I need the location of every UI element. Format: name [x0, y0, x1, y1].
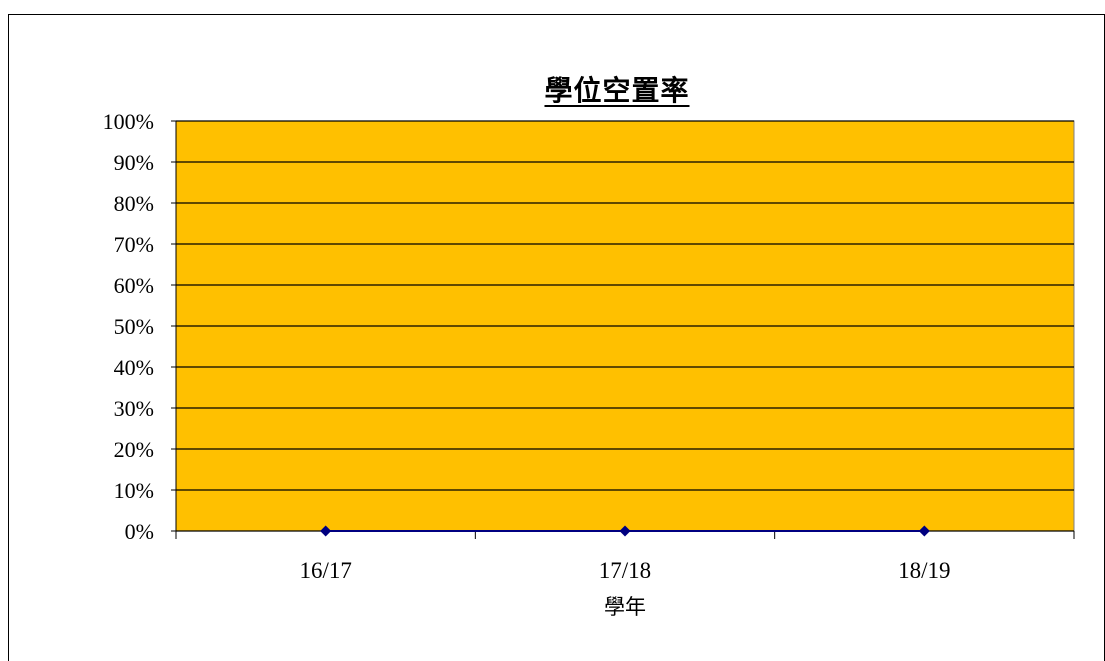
y-tick-label: 70%	[114, 232, 154, 257]
x-axis-label: 學年	[604, 595, 646, 619]
x-axis-ticks: 16/17 17/18 18/19	[176, 531, 1074, 583]
y-tick-label: 60%	[114, 273, 154, 298]
y-axis-ticks: 0% 10% 20% 30% 40% 50% 60% 70% 80% 90% 100%	[103, 109, 176, 544]
y-tick-label: 80%	[114, 191, 154, 216]
y-tick-label: 10%	[114, 478, 154, 503]
y-tick-label: 40%	[114, 355, 154, 380]
y-tick-label: 30%	[114, 396, 154, 421]
y-tick-label: 90%	[114, 150, 154, 175]
x-tick-label: 18/19	[898, 558, 950, 583]
y-tick-label: 0%	[125, 519, 154, 544]
y-tick-label: 20%	[114, 437, 154, 462]
x-tick-label: 16/17	[299, 558, 351, 583]
y-tick-label: 50%	[114, 314, 154, 339]
y-tick-label: 100%	[103, 109, 154, 134]
x-tick-label: 17/18	[599, 558, 651, 583]
